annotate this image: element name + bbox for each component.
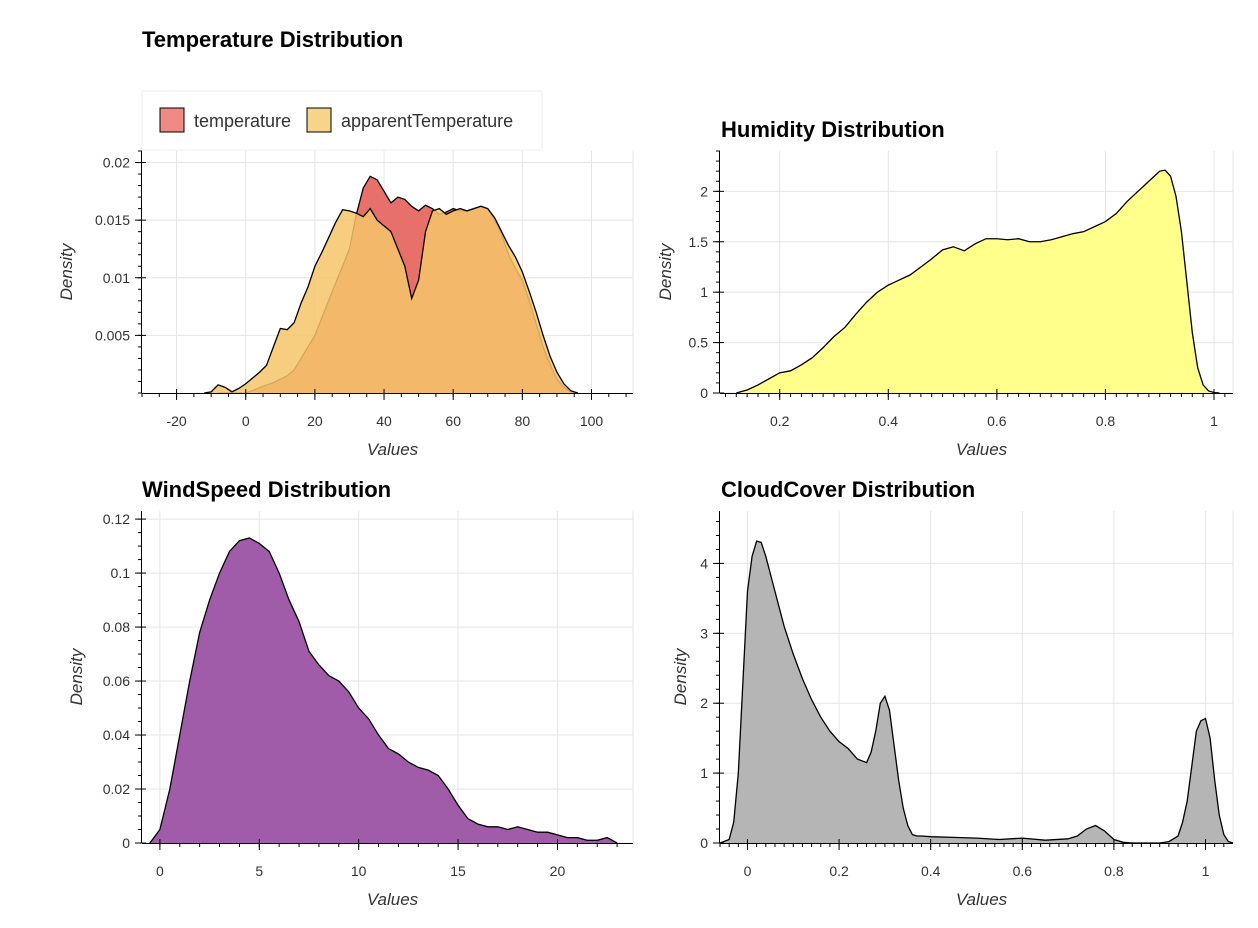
legend-swatch-temperature[interactable] [159, 107, 185, 133]
cloudcover-x-axis-label: Values [956, 890, 1008, 909]
windspeed-x-tick-label: 10 [351, 863, 367, 879]
cloudcover-y-axis-label: Density [671, 647, 690, 705]
cloudcover-x-tick-label: 0.6 [1013, 863, 1033, 879]
humidity-y-tick-label: 0.5 [689, 335, 709, 351]
cloudcover-y-tick-label: 4 [700, 555, 708, 571]
humidity-x-tick-label: 0.6 [987, 413, 1007, 429]
temperature-y-tick-label: 0.01 [103, 270, 130, 286]
cloudcover-x-tick-label: 0.8 [1104, 863, 1124, 879]
apparentTemperature-area [204, 206, 578, 393]
windspeed-x-tick-label: 0 [156, 863, 164, 879]
cloudcover-x-tick-label: 0 [744, 863, 752, 879]
cloudcover-x-tick-label: 0.4 [921, 863, 941, 879]
windspeed-x-tick-label: 20 [550, 863, 566, 879]
humidity-outline [736, 169, 1220, 394]
cloudcover-chart: 0 0.2 0.4 0.6 0.8 1 0 1 2 3 4 Values Density CloudCov… [671, 477, 1234, 909]
windspeed-y-tick-label: 0.02 [103, 781, 130, 797]
humidity-y-tick-label: 0 [700, 385, 708, 401]
windspeed-y-tick-label: 0 [122, 835, 130, 851]
humidity-x-tick-label: 0.4 [879, 413, 899, 429]
cloudcover-y-tick-label: 1 [700, 765, 708, 781]
windspeed-y-axis-label: Density [67, 647, 86, 705]
temperature-x-tick-label: 40 [376, 413, 392, 429]
temperature-y-tick-label: 0.02 [103, 155, 130, 171]
humidity-x-tick-label: 0.2 [770, 413, 790, 429]
temperature-x-tick-label: 0 [242, 413, 250, 429]
cloudcover-outline [719, 540, 1234, 844]
humidity-chart: 0.2 0.4 0.6 0.8 1 0 0.5 1 1.5 2 Values Density Humid… [656, 117, 1234, 459]
humidity-y-tick-label: 2 [700, 183, 708, 199]
windspeed-x-tick-label: 5 [255, 863, 263, 879]
humidity-chart-title: Humidity Distribution [721, 117, 945, 142]
temperature-y-tick-label: 0.005 [95, 327, 130, 343]
windspeed-x-axis-label: Values [367, 890, 419, 909]
legend-label-temperature[interactable]: temperature [194, 111, 291, 131]
apparentTemperature-outline [204, 205, 578, 394]
windspeed-chart-title: WindSpeed Distribution [142, 477, 391, 502]
legend-box [141, 90, 543, 151]
cloudcover-area [720, 541, 1233, 843]
cloudcover-y-tick-label: 3 [700, 625, 708, 641]
humidity-y-axis-label: Density [656, 242, 675, 300]
humidity-y-tick-label: 1 [700, 284, 708, 300]
cloudcover-y-tick-label: 0 [700, 835, 708, 851]
temperature-chart-title: Temperature Distribution [142, 27, 403, 52]
cloudcover-x-tick-label: 1 [1202, 863, 1210, 879]
temperature-x-axis-label: Values [367, 440, 419, 459]
humidity-area [736, 170, 1220, 393]
temperature-y-axis-label: Density [57, 242, 76, 300]
windspeed-y-tick-label: 0.08 [103, 619, 130, 635]
temperature-x-tick-label: 20 [307, 413, 323, 429]
humidity-x-tick-label: 0.8 [1096, 413, 1116, 429]
windspeed-x-tick-label: 15 [450, 863, 466, 879]
temperature-chart: -20 0 20 40 60 80 100 0.005 0.01 0.015 0.02 Values D… [57, 27, 634, 459]
temperature-x-tick-label: 100 [580, 413, 604, 429]
windspeed-y-tick-label: 0.1 [111, 565, 131, 581]
legend-swatch-apparent-temperature[interactable] [306, 107, 332, 133]
cloudcover-x-tick-label: 0.2 [829, 863, 849, 879]
windspeed-area [149, 537, 618, 843]
legend-label-apparent-temperature[interactable]: apparentTemperature [341, 111, 513, 131]
temperature-x-tick-label: -20 [166, 413, 186, 429]
windspeed-y-tick-label: 0.12 [103, 511, 130, 527]
temperature-legend: temperature apparentTemperature [141, 90, 543, 151]
humidity-x-axis-label: Values [956, 440, 1008, 459]
temperature-y-tick-label: 0.015 [95, 212, 130, 228]
temperature-x-tick-label: 80 [515, 413, 531, 429]
windspeed-y-tick-label: 0.04 [103, 727, 130, 743]
cloudcover-y-tick-label: 2 [700, 695, 708, 711]
windspeed-y-tick-label: 0.06 [103, 673, 130, 689]
humidity-y-tick-label: 1.5 [689, 234, 709, 250]
windspeed-outline [149, 537, 618, 844]
cloudcover-chart-title: CloudCover Distribution [721, 477, 975, 502]
humidity-x-tick-label: 1 [1210, 413, 1218, 429]
windspeed-chart: 0 5 10 15 20 0 0.02 0.04 0.06 0.08 0.1 0.12 Values De… [67, 477, 634, 909]
temperature-x-tick-label: 60 [445, 413, 461, 429]
